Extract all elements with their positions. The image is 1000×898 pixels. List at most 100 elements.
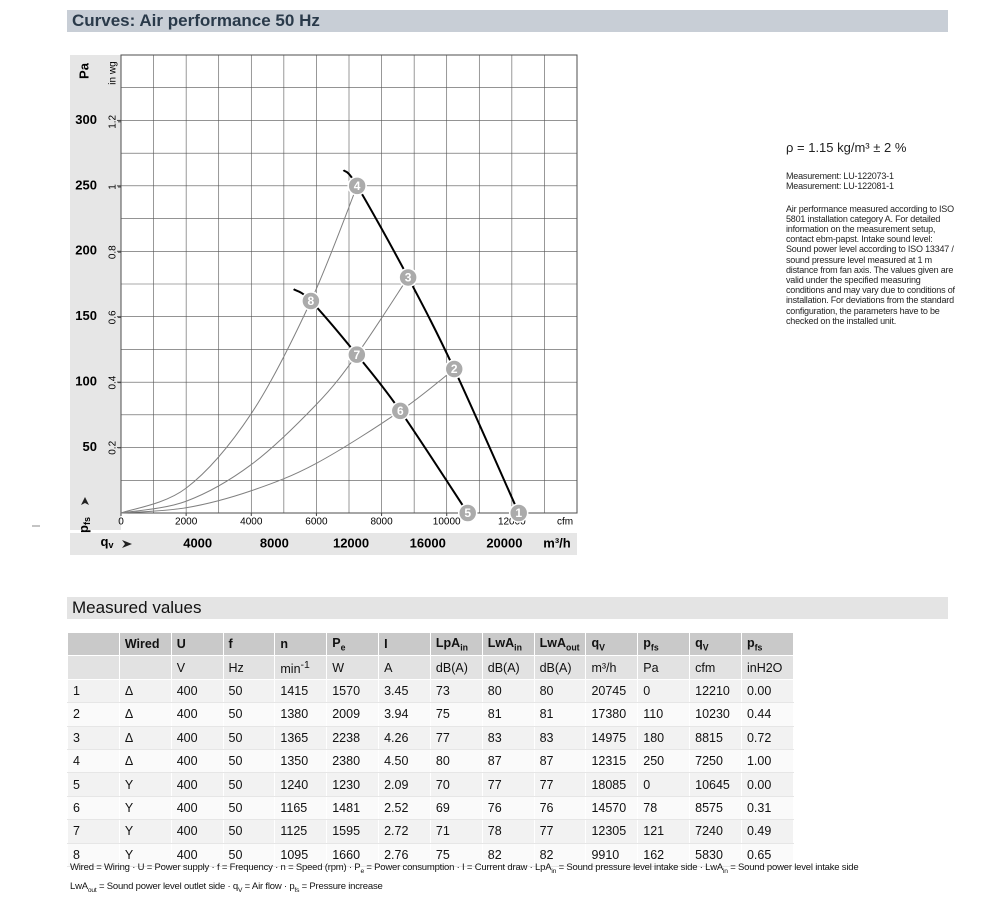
table-cell: 1 [67,678,120,704]
table-cell: 50 [222,748,276,774]
table-cell: Y [118,819,172,844]
cell-subscript: in [514,642,522,653]
table-cell: 14570 [585,795,639,821]
table-cell: 162 [637,842,691,867]
table-cell: 6 [67,795,120,821]
cell-subscript: fs [650,642,659,653]
table-cell: LwAin [481,631,535,657]
y2-tick-label: 0.8 [108,245,119,259]
table-cell: dB(A) [481,655,535,680]
table-cell: LpAin [429,631,483,657]
table-cell: 2.72 [378,819,431,844]
table-cell: 110 [637,702,691,727]
table-cell: 50 [222,725,276,750]
footnote-text: = Power consumption · I = Current draw ·… [363,862,552,873]
table-cell [118,655,172,680]
table-cell: 73 [429,678,483,704]
table-cell: 1230 [326,772,380,797]
table-cell: inH2O [740,655,795,680]
operating-point-label: 1 [515,506,522,520]
cell-text: p [746,635,755,650]
table-cell: Wired [118,631,172,657]
table-cell: 12315 [585,748,639,774]
table-cell: 82 [533,842,587,867]
table-cell: 87 [533,748,587,774]
table-cell: 50 [222,842,276,867]
table-cell: A [378,655,431,680]
operating-point [390,401,411,421]
operating-point [301,291,321,311]
density: ρ = 1.15 kg/m³ ± 2 % [786,140,907,155]
table-cell [67,631,120,657]
table-cell: 121 [637,819,691,844]
table-cell: 0.44 [740,702,795,727]
table-cell: cfm [689,655,742,680]
table-cell: 70 [429,772,483,797]
y-tick-label: 200 [75,243,97,258]
table-cell: Hz [222,655,276,680]
table-cell: 0.00 [740,772,795,797]
operating-point [508,503,529,523]
measurement: Measurement: LU-122081-1 [786,181,894,192]
y-tick-label: 250 [75,177,97,192]
table-cell: 83 [481,725,535,750]
table-cell: 78 [637,795,691,821]
table-cell: 4.50 [378,748,431,774]
table-cell: 1.00 [740,748,795,774]
table-cell: U [170,631,224,657]
table-cell: 77 [481,772,535,797]
y2-tick-label: 0.2 [108,440,119,454]
table-cell: 3.94 [378,702,431,727]
table-cell: 87 [481,748,535,774]
table-cell: 8 [67,842,120,867]
axis-quantity-main: p [76,525,91,533]
axis-quantity: pfs [76,517,92,533]
table-cell: 1365 [274,725,328,750]
table-cell: 80 [481,678,535,704]
table-cell: 2.09 [378,772,431,797]
table-cell: 7 [67,819,120,844]
operating-point [444,359,464,379]
table-cell: 8815 [689,725,742,750]
operating-point [457,503,478,523]
table-cell: 0.72 [740,725,795,750]
table-cell: 82 [481,842,535,867]
x2-tick-label: 8000 [260,535,289,550]
measurement: Measurement: LU-122073-1 [786,171,894,182]
cell-subscript: V [702,642,709,653]
x-axis-label: cfm [557,517,573,528]
table-cell: 50 [222,772,276,797]
table-cell: 20745 [585,678,639,704]
y-tick-label: 300 [75,112,97,127]
cell-text: p [643,635,651,650]
table-cell: 2380 [326,748,380,774]
footnote-subscript: out [87,886,97,894]
table-cell: 77 [533,772,587,797]
footnote-text: Wired = Wiring · U = Power supply · f = … [70,862,361,873]
x-tick-label: 8000 [370,517,393,528]
data-row: 3 Δ 400 50 1365 2238 4.26 77 83 83 14975 180 8815 0.7… [67,725,795,750]
table-cell: pfs [637,631,691,657]
arrow [81,497,89,505]
table-cell: LwAout [533,631,587,657]
y-tick-label: 150 [75,308,97,323]
table-cell: 1240 [274,772,328,797]
footnote-text: = Pressure increase [299,880,383,892]
table-cell: V [170,655,224,680]
table-cell: 76 [533,795,587,821]
table-cell: 1570 [326,678,380,704]
y-axis-band [70,55,121,530]
table-cell: 2.76 [378,842,431,867]
section-title: Measured values [67,597,948,619]
table-cell: 8575 [689,795,742,821]
x2-axis-label: m³/h [543,535,571,550]
table-cell: 7240 [689,819,742,844]
description: Air performance measured according to IS… [786,203,955,326]
notes: ρ = 1.15 kg/m³ ± 2 % Measurement: LU-122… [786,140,956,326]
table-cell: 12305 [585,819,639,844]
table-cell: 80 [429,748,483,774]
table-cell: 77 [533,819,587,844]
